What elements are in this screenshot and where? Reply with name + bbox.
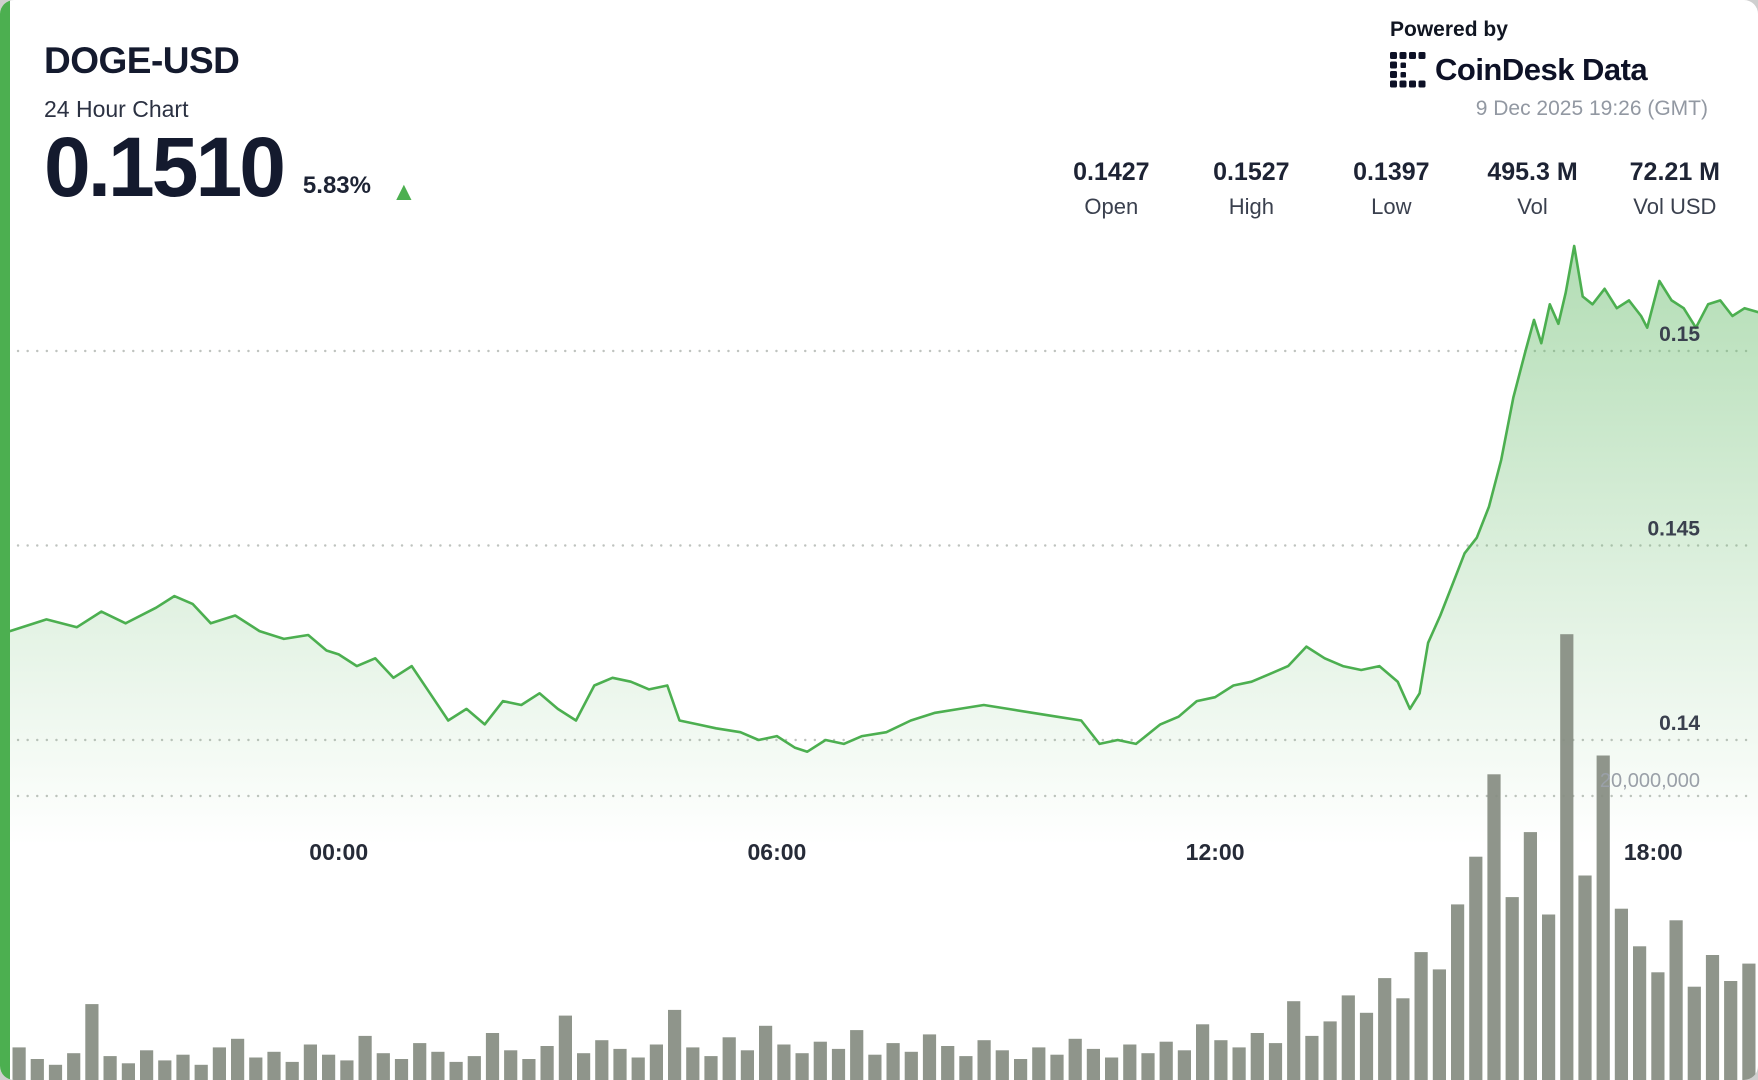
svg-text:0.145: 0.145 [1647, 518, 1700, 541]
stat-volume-label: Vol [1517, 194, 1548, 219]
coindesk-logo[interactable]: CoinDesk Data [1390, 52, 1708, 88]
svg-text:18:00: 18:00 [1624, 839, 1683, 865]
svg-text:00:00: 00:00 [309, 839, 368, 865]
stat-volume: 495.3 M Vol [1487, 158, 1577, 220]
stat-low: 0.1397 Low [1347, 158, 1435, 220]
coindesk-logo-icon [1390, 52, 1426, 88]
price-change-percent: 5.83% [302, 171, 371, 199]
axis-labels: 0.14 0.145 0.15 20,000,000 00:00 06:00 12:00 18… [309, 323, 1700, 865]
stat-volume-value: 495.3 M [1487, 158, 1578, 186]
price-row: 0.1510 5.83% ▲ [44, 120, 417, 214]
stat-open-label: Open [1084, 194, 1139, 219]
branding-block: Powered by CoinDesk [1390, 18, 1708, 121]
stat-low-value: 0.1397 [1353, 158, 1430, 186]
coindesk-logo-text: CoinDesk [1435, 52, 1574, 87]
stat-volume-usd-value: 72.21 M [1629, 158, 1720, 186]
chart-subtitle: 24 Hour Chart [44, 96, 189, 122]
ohlc-stats: 0.1427 Open 0.1527 High 0.1397 Low 495.3… [1067, 158, 1720, 220]
svg-text:12:00: 12:00 [1186, 839, 1245, 865]
stat-open: 0.1427 Open [1067, 158, 1155, 220]
svg-text:06:00: 06:00 [747, 839, 806, 865]
stat-volume-usd: 72.21 M Vol USD [1630, 158, 1720, 220]
stat-volume-usd-label: Vol USD [1633, 194, 1717, 219]
price-line [8, 244, 1758, 753]
stat-high: 0.1527 High [1207, 158, 1295, 220]
up-arrow-icon: ▲ [390, 175, 417, 206]
svg-text:20,000,000: 20,000,000 [1600, 770, 1700, 792]
stat-high-value: 0.1527 [1213, 158, 1290, 186]
chart-timestamp: 9 Dec 2025 19:26 (GMT) [1475, 97, 1708, 120]
price-area [10, 246, 1758, 900]
svg-text:0.15: 0.15 [1659, 323, 1700, 346]
current-price: 0.1510 [44, 120, 286, 214]
powered-by-label: Powered by [1390, 18, 1508, 41]
volume-bars [12, 634, 1756, 1080]
stat-open-value: 0.1427 [1073, 158, 1150, 186]
stat-low-label: Low [1371, 194, 1412, 219]
coindesk-data-text: Data [1581, 52, 1648, 87]
symbol-title: DOGE-USD [44, 40, 240, 81]
stat-high-label: High [1228, 194, 1274, 219]
left-accent-bar [0, 0, 10, 1080]
svg-text:0.14: 0.14 [1659, 712, 1700, 735]
